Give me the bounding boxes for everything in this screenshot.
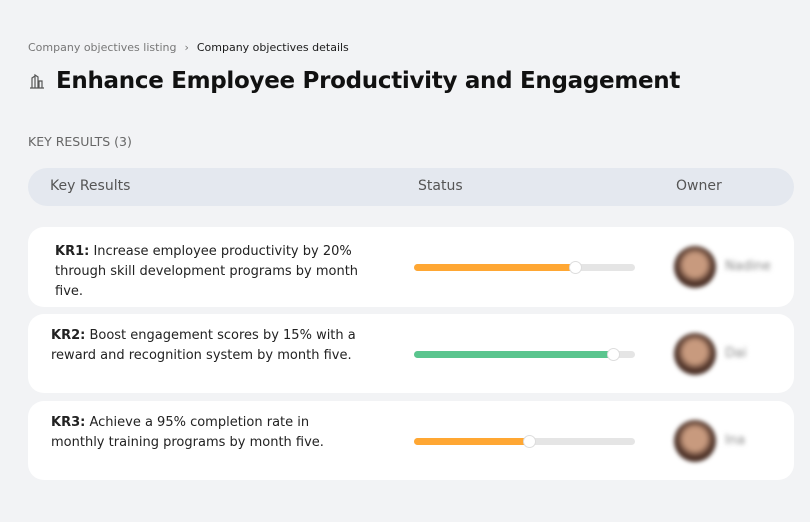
table-header: Key Results Status Owner [28,168,794,206]
progress-fill [414,350,613,358]
key-result-id: KR1: [55,244,90,259]
key-result-description: Increase employee productivity by 20% th… [55,244,359,299]
table-row[interactable]: KR1: Increase employee productivity by 2… [28,227,794,307]
key-result-text: KR1: Increase employee productivity by 2… [55,242,365,302]
progress-fill [414,264,576,271]
page-header: Enhance Employee Productivity and Engage… [28,68,680,94]
owner-avatar [674,419,716,462]
progress-bar[interactable] [414,434,635,448]
owner-name: Dai [725,345,747,361]
chevron-right-icon: › [184,41,189,54]
key-result-description: Boost engagement scores by 15% with a re… [51,328,356,363]
progress-bar[interactable] [414,261,635,274]
key-result-id: KR2: [51,328,86,343]
owner-avatar [674,246,716,288]
owner-name: Nadine [725,259,771,274]
progress-knob[interactable] [606,347,620,361]
progress-knob[interactable] [522,434,536,448]
table-row[interactable]: KR3: Achieve a 95% completion rate in mo… [28,401,794,480]
buildings-icon [30,73,44,89]
breadcrumb: Company objectives listing › Company obj… [28,41,349,54]
progress-bar[interactable] [414,347,635,361]
page-title: Enhance Employee Productivity and Engage… [56,68,681,94]
owner-name: Ina [725,432,746,448]
header-owner: Owner [676,178,722,194]
breadcrumb-parent-link[interactable]: Company objectives listing [28,41,177,54]
key-result-id: KR3: [51,415,86,430]
key-result-text: KR3: Achieve a 95% completion rate in mo… [51,413,361,453]
table-row[interactable]: KR2: Boost engagement scores by 15% with… [28,314,794,393]
owner-avatar [674,332,716,375]
progress-fill [414,437,529,445]
key-result-text: KR2: Boost engagement scores by 15% with… [51,326,361,366]
header-status: Status [418,178,463,194]
key-results-count: KEY RESULTS (3) [28,134,132,149]
progress-knob[interactable] [569,261,583,274]
header-key-results: Key Results [50,178,131,194]
key-result-description: Achieve a 95% completion rate in monthly… [51,415,324,450]
breadcrumb-current: Company objectives details [196,41,349,54]
